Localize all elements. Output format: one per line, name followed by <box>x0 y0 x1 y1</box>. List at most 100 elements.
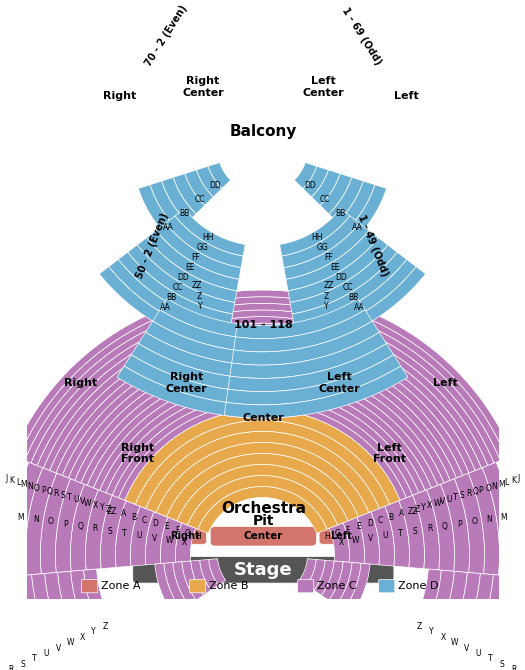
Text: FF: FF <box>324 253 333 262</box>
Polygon shape <box>284 223 369 279</box>
Text: T: T <box>488 655 492 663</box>
Polygon shape <box>234 310 372 352</box>
Text: S: S <box>500 660 505 669</box>
Text: ZZ: ZZ <box>408 507 418 516</box>
Text: D: D <box>367 519 373 528</box>
Polygon shape <box>81 363 444 486</box>
Polygon shape <box>200 559 218 590</box>
Polygon shape <box>417 574 493 670</box>
Polygon shape <box>455 473 485 574</box>
Polygon shape <box>156 223 241 279</box>
Polygon shape <box>390 570 454 670</box>
Polygon shape <box>175 523 196 562</box>
Polygon shape <box>303 166 329 197</box>
Polygon shape <box>100 383 425 493</box>
Polygon shape <box>118 252 233 326</box>
Text: W: W <box>352 536 360 545</box>
Polygon shape <box>357 512 380 565</box>
Text: T: T <box>67 493 72 502</box>
Polygon shape <box>0 579 61 670</box>
Polygon shape <box>314 560 334 596</box>
Polygon shape <box>413 490 439 570</box>
Text: Y: Y <box>421 503 425 512</box>
Text: T: T <box>33 655 37 663</box>
Polygon shape <box>329 178 363 222</box>
Text: ZZ: ZZ <box>107 507 117 516</box>
Text: V: V <box>80 497 85 506</box>
Polygon shape <box>177 464 348 525</box>
Polygon shape <box>68 350 457 480</box>
Text: W: W <box>66 639 74 647</box>
Polygon shape <box>329 523 350 562</box>
Text: L: L <box>16 478 20 487</box>
Text: S: S <box>20 660 25 669</box>
Text: Left
Center: Left Center <box>319 372 361 393</box>
Polygon shape <box>131 344 297 391</box>
Polygon shape <box>0 577 80 670</box>
Text: 1 - 69 (Odd): 1 - 69 (Odd) <box>340 5 383 66</box>
Polygon shape <box>380 569 442 670</box>
Polygon shape <box>146 230 239 291</box>
Polygon shape <box>56 336 469 476</box>
Text: X: X <box>181 538 186 547</box>
Text: ZZ: ZZ <box>323 281 334 290</box>
Polygon shape <box>56 479 85 573</box>
Polygon shape <box>288 238 388 302</box>
Text: U: U <box>383 531 388 540</box>
Polygon shape <box>175 208 245 256</box>
Text: Left: Left <box>330 531 352 541</box>
Polygon shape <box>112 396 413 498</box>
Text: AA: AA <box>163 223 173 232</box>
Polygon shape <box>296 267 426 349</box>
Text: Right: Right <box>103 91 136 101</box>
Polygon shape <box>398 572 467 670</box>
Text: Stage: Stage <box>234 561 292 579</box>
Text: 70 - 2 (Even): 70 - 2 (Even) <box>143 3 189 68</box>
Text: Z: Z <box>197 291 202 301</box>
Polygon shape <box>299 559 316 585</box>
Polygon shape <box>329 561 352 606</box>
Polygon shape <box>226 354 401 405</box>
Text: DD: DD <box>304 181 316 190</box>
Text: E: E <box>356 523 361 531</box>
Text: Z: Z <box>323 291 329 301</box>
Polygon shape <box>307 559 325 590</box>
Text: R: R <box>466 489 471 498</box>
Text: V: V <box>152 533 157 543</box>
Polygon shape <box>161 517 182 563</box>
Text: HH: HH <box>311 232 322 242</box>
Text: CC: CC <box>342 283 353 292</box>
Polygon shape <box>290 245 397 314</box>
Text: D: D <box>152 519 158 528</box>
Text: L: L <box>505 478 509 487</box>
Polygon shape <box>173 174 205 214</box>
Text: AA: AA <box>160 304 171 312</box>
Text: V: V <box>440 497 445 506</box>
Polygon shape <box>145 512 168 565</box>
Polygon shape <box>49 330 475 473</box>
Polygon shape <box>32 574 108 670</box>
Polygon shape <box>166 454 359 521</box>
Text: H: H <box>195 532 201 541</box>
Text: Q: Q <box>47 488 52 496</box>
Text: Y: Y <box>197 302 202 312</box>
Text: AA: AA <box>354 304 365 312</box>
Polygon shape <box>232 321 379 365</box>
Text: Right
Center: Right Center <box>166 372 208 393</box>
Text: J: J <box>518 474 520 483</box>
Text: M: M <box>20 480 27 488</box>
Text: W: W <box>434 499 441 508</box>
Polygon shape <box>145 431 379 513</box>
Polygon shape <box>0 578 71 670</box>
Text: Center: Center <box>243 413 284 423</box>
Polygon shape <box>338 181 375 231</box>
Text: H: H <box>324 532 330 541</box>
Polygon shape <box>40 473 70 574</box>
Polygon shape <box>482 462 514 576</box>
Polygon shape <box>153 310 291 352</box>
Polygon shape <box>440 479 469 573</box>
Polygon shape <box>165 216 243 268</box>
Text: EE: EE <box>185 263 195 272</box>
Polygon shape <box>162 178 196 222</box>
Polygon shape <box>196 166 222 197</box>
